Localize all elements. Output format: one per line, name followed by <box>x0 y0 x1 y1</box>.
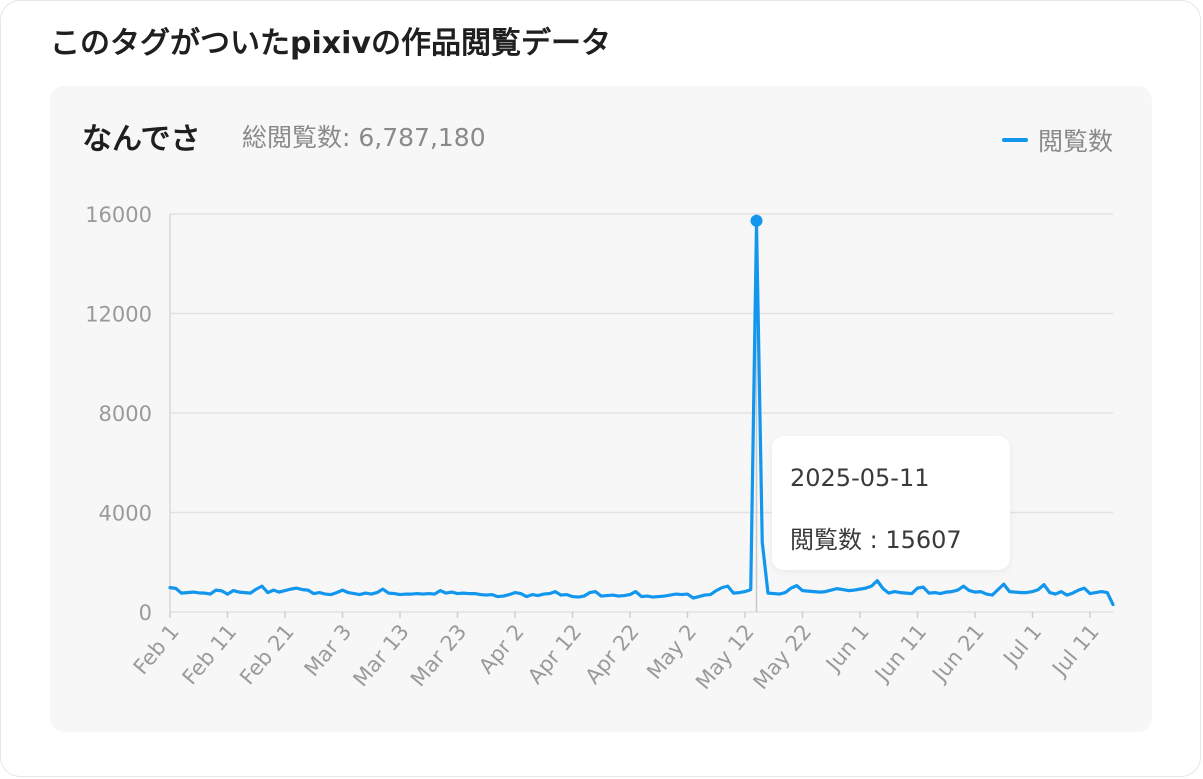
y-tick-label: 12000 <box>85 303 152 327</box>
x-tick-label: Mar 13 <box>349 620 414 691</box>
legend-swatch <box>1001 138 1028 142</box>
x-tick-label: Jul 11 <box>1046 620 1103 682</box>
x-tick-label: Mar 3 <box>300 620 357 681</box>
x-tick-label: Mar 23 <box>406 620 471 691</box>
y-tick-label: 0 <box>139 601 152 625</box>
x-tick-label: May 22 <box>749 620 817 694</box>
legend-label: 閲覧数 <box>1037 127 1113 156</box>
y-tick-label: 8000 <box>99 402 152 426</box>
section-title: このタグがついたpixivの作品閲覧データ <box>50 26 611 61</box>
x-tick-label: Feb 11 <box>178 620 242 689</box>
series-line-views <box>168 222 1115 607</box>
chart-tooltip: 2025-05-11 閲覧数 : 15607 <box>772 436 1010 570</box>
x-tick-label: Jul 1 <box>997 620 1046 672</box>
total-views: 総閲覧数: 6,787,180 <box>242 123 486 152</box>
tooltip-value: 閲覧数 : 15607 <box>790 526 962 554</box>
x-tick-label: Jun 11 <box>869 620 931 688</box>
chart-card <box>50 86 1152 732</box>
y-tick-label: 16000 <box>85 203 152 227</box>
x-tick-label: May 2 <box>642 620 701 684</box>
x-tick-label: Feb 21 <box>235 620 299 689</box>
x-tick-label: Jun 21 <box>927 620 989 688</box>
x-tick-label: Apr 12 <box>523 620 586 689</box>
x-tick-label: May 12 <box>691 620 759 694</box>
tooltip-date: 2025-05-11 <box>790 464 930 492</box>
x-tick-label: Feb 1 <box>129 620 184 679</box>
x-tick-label: Jun 1 <box>820 620 874 677</box>
x-tick-label: Apr 22 <box>581 620 644 689</box>
highlight-point <box>750 214 763 227</box>
tag-name: なんでさ <box>82 122 201 157</box>
chart-legend[interactable]: 閲覧数 <box>1001 122 1113 158</box>
y-tick-label: 4000 <box>99 502 152 526</box>
x-tick-label: Apr 2 <box>474 620 529 679</box>
